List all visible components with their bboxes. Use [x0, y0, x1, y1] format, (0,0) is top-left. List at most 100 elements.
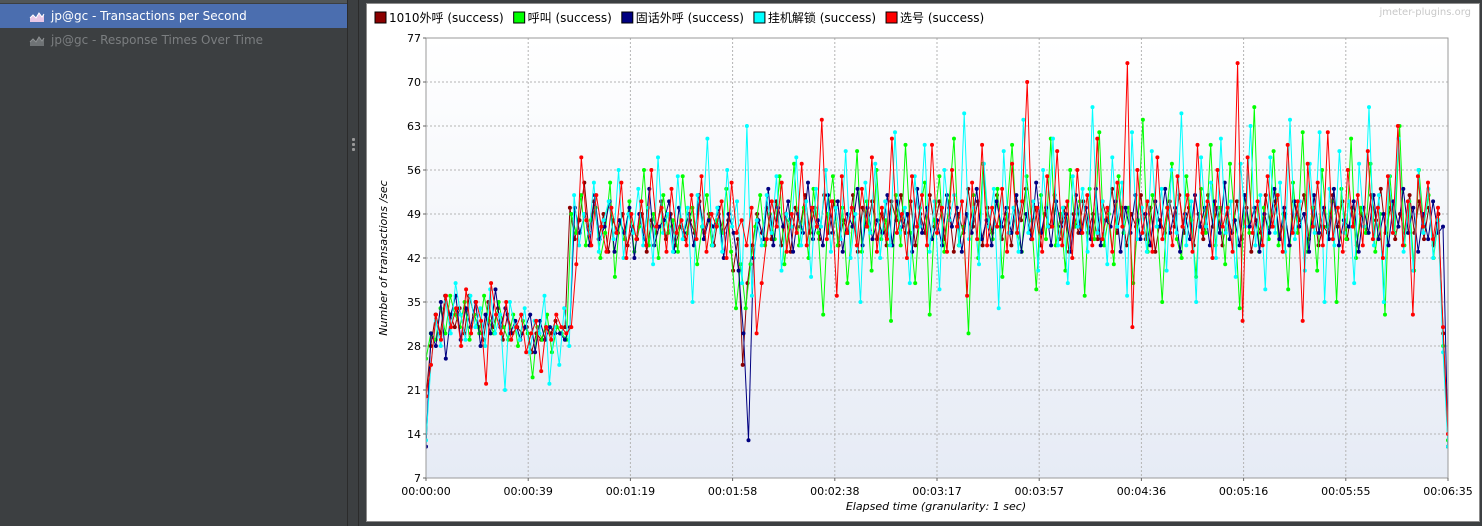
- data-point: [494, 312, 499, 317]
- data-point: [903, 142, 908, 147]
- data-point: [1349, 136, 1354, 141]
- data-point: [1124, 243, 1129, 248]
- data-point: [749, 293, 754, 298]
- data-point: [443, 356, 448, 361]
- data-point: [769, 230, 774, 235]
- split-pane-divider[interactable]: [347, 0, 359, 526]
- data-point: [1253, 243, 1258, 248]
- data-point: [937, 174, 942, 179]
- x-axis-title: Elapsed time (granularity: 1 sec): [846, 500, 1026, 513]
- data-point: [549, 337, 554, 342]
- data-point: [1185, 193, 1190, 198]
- data-point: [1263, 287, 1268, 292]
- data-point: [743, 306, 748, 311]
- data-point: [1184, 243, 1189, 248]
- data-point: [845, 281, 850, 286]
- x-tick-label: 00:00:39: [503, 485, 552, 498]
- data-point: [1065, 199, 1070, 204]
- data-point: [1144, 249, 1149, 254]
- data-point: [860, 205, 865, 210]
- data-point: [1237, 243, 1242, 248]
- data-point: [898, 230, 902, 235]
- data-point: [1247, 224, 1252, 229]
- data-point: [516, 344, 520, 348]
- data-point: [1340, 249, 1345, 254]
- y-axis-title: Number of transactions /sec: [377, 180, 390, 335]
- data-point: [809, 274, 814, 279]
- data-point: [632, 256, 637, 260]
- data-point: [1431, 199, 1436, 204]
- data-point: [913, 281, 918, 286]
- data-point: [804, 199, 809, 204]
- data-point: [1102, 243, 1107, 248]
- data-point: [468, 293, 473, 298]
- data-point: [823, 168, 828, 172]
- data-point: [1025, 80, 1030, 84]
- data-point: [602, 224, 607, 229]
- data-point: [769, 199, 774, 204]
- data-point: [675, 249, 680, 254]
- data-point: [1015, 230, 1020, 235]
- data-point: [670, 249, 675, 254]
- data-point: [1272, 186, 1277, 191]
- data-point: [1267, 230, 1272, 235]
- data-point: [1100, 199, 1105, 204]
- data-point: [922, 142, 927, 147]
- tree-item-transactions-per-second[interactable]: jp@gc - Transactions per Second: [0, 4, 347, 28]
- data-point: [1273, 230, 1278, 235]
- data-point: [1400, 243, 1405, 248]
- data-point: [452, 325, 457, 330]
- data-point: [1090, 243, 1095, 248]
- data-point: [952, 136, 956, 141]
- data-point: [499, 331, 504, 336]
- tree-item-response-times-over-time[interactable]: jp@gc - Response Times Over Time: [0, 28, 347, 52]
- data-point: [449, 325, 453, 330]
- data-point: [1415, 174, 1420, 179]
- data-point: [1307, 249, 1312, 254]
- data-point: [989, 243, 994, 248]
- data-point: [1082, 293, 1087, 298]
- data-point: [819, 117, 824, 122]
- data-point: [781, 224, 786, 229]
- data-point: [621, 256, 626, 260]
- data-point: [484, 381, 489, 386]
- drag-handle-icon[interactable]: [352, 138, 355, 153]
- data-point: [530, 375, 535, 380]
- data-point: [601, 212, 606, 216]
- legend-item: 选号 (success): [885, 11, 984, 25]
- data-point: [694, 237, 699, 242]
- data-point: [889, 318, 893, 323]
- data-point: [889, 199, 894, 204]
- data-point: [1204, 224, 1209, 229]
- data-point: [1026, 230, 1031, 235]
- data-point: [1390, 230, 1395, 235]
- data-point: [612, 274, 617, 279]
- data-point: [498, 312, 503, 317]
- data-point: [1330, 237, 1335, 242]
- data-point: [1000, 186, 1005, 191]
- data-point: [907, 281, 912, 286]
- data-point: [1416, 249, 1421, 254]
- data-point: [937, 199, 942, 204]
- data-point: [584, 218, 589, 223]
- data-point: [617, 218, 622, 223]
- data-point: [1225, 205, 1230, 210]
- data-point: [870, 237, 875, 242]
- data-point: [855, 149, 860, 154]
- data-point: [1215, 168, 1220, 172]
- data-point: [1317, 230, 1321, 235]
- data-point: [1380, 256, 1385, 260]
- data-point: [1386, 243, 1391, 248]
- data-point: [1260, 243, 1265, 248]
- data-point: [1356, 249, 1361, 254]
- data-point: [1065, 281, 1070, 286]
- data-point: [1407, 193, 1412, 198]
- data-point: [927, 249, 932, 254]
- data-point: [1209, 180, 1213, 185]
- x-tick-label: 00:00:00: [401, 485, 450, 498]
- data-point: [463, 337, 468, 342]
- data-point: [848, 256, 853, 260]
- data-point: [1009, 243, 1014, 248]
- data-point: [1030, 237, 1035, 242]
- test-plan-tree: jp@gc - Transactions per Second jp@gc - …: [0, 0, 347, 526]
